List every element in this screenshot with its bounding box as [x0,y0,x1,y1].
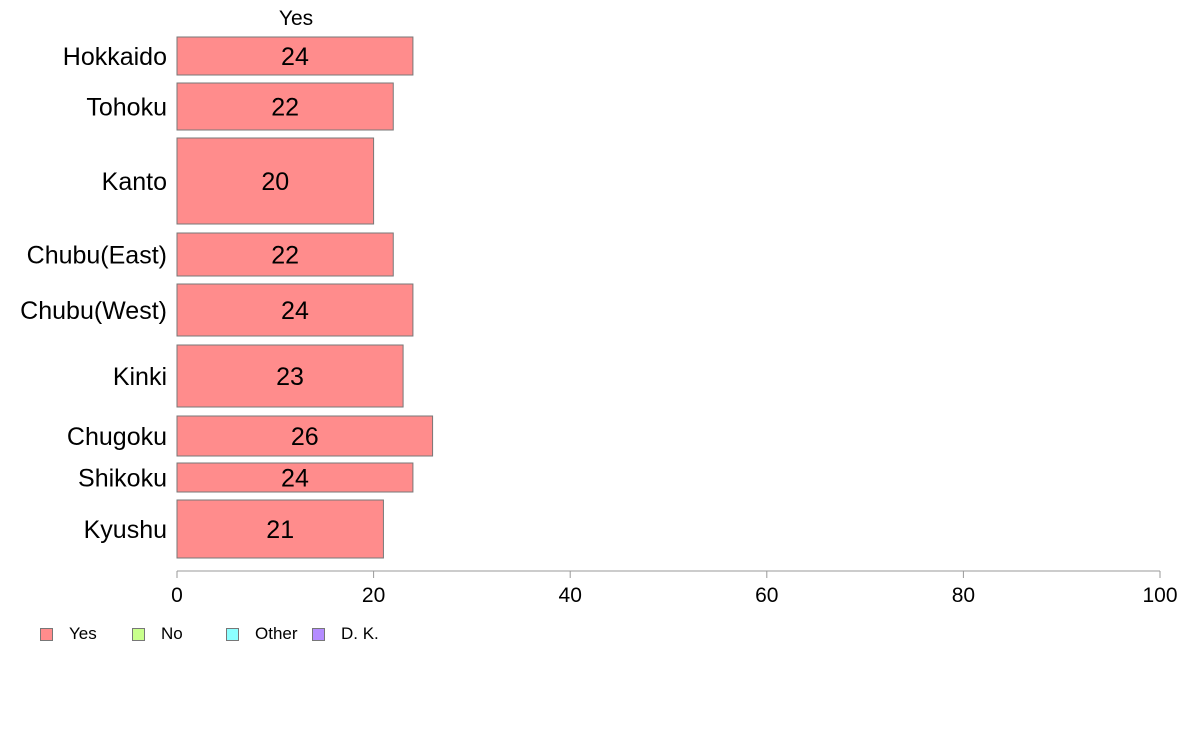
x-tick-label-40: 40 [559,584,582,607]
legend: Yes No Other D. K. [40,624,379,644]
x-tick-label-80: 80 [952,584,975,607]
data-label-chugoku: 26 [291,423,319,451]
data-label-tohoku: 22 [271,94,299,122]
legend-swatch-other [226,627,239,641]
legend-label-other: Other [255,624,298,643]
bar-hokkaido [176,36,414,76]
category-label-chugoku: Chugoku [67,423,167,451]
data-label-chubu-east: 22 [271,242,299,270]
legend-item-other: Other [226,624,312,644]
bar-chubu-west [176,283,414,337]
category-label-kinki: Kinki [113,363,167,391]
category-label-chubu-west: Chubu(West) [20,297,167,325]
category-label-shikoku: Shikoku [78,465,167,493]
x-tick-label-60: 60 [755,584,778,607]
data-label-chubu-west: 24 [281,297,309,325]
category-label-tohoku: Tohoku [86,94,167,122]
data-label-shikoku: 24 [281,465,309,493]
data-label-kinki: 23 [276,363,304,391]
legend-label-dk: D. K. [341,624,379,643]
bar-chugoku [176,415,434,457]
legend-label-no: No [161,624,183,643]
column-header: Yes [279,7,313,30]
bar-chubu-east [176,232,394,277]
category-label-hokkaido: Hokkaido [63,43,167,71]
bar-kyushu [176,499,384,559]
legend-swatch-no [132,627,145,641]
legend-item-yes: Yes [40,624,132,644]
bar-kanto [176,137,375,225]
x-axis: 0 20 40 60 80 100 [171,570,1178,607]
data-label-kanto: 20 [261,168,289,196]
data-label-kyushu: 21 [266,516,294,544]
category-label-chubu-east: Chubu(East) [27,242,167,270]
legend-swatch-dk [312,627,325,641]
x-tick-label-0: 0 [171,584,183,607]
legend-label-yes: Yes [69,624,97,643]
x-tick-label-20: 20 [362,584,385,607]
legend-item-dk: D. K. [312,624,379,644]
bars-group: 24 Hokkaido 22 Tohoku 20 Kanto 22 Chubu(East) 24… [20,36,434,559]
category-label-kanto: Kanto [102,168,167,196]
bar-shikoku [176,462,414,493]
category-label-kyushu: Kyushu [84,516,167,544]
bar-tohoku [176,82,394,131]
x-tick-label-100: 100 [1142,584,1177,607]
legend-swatch-yes [40,627,53,641]
legend-item-no: No [132,624,226,644]
bar-kinki [176,344,404,408]
data-label-hokkaido: 24 [281,43,309,71]
